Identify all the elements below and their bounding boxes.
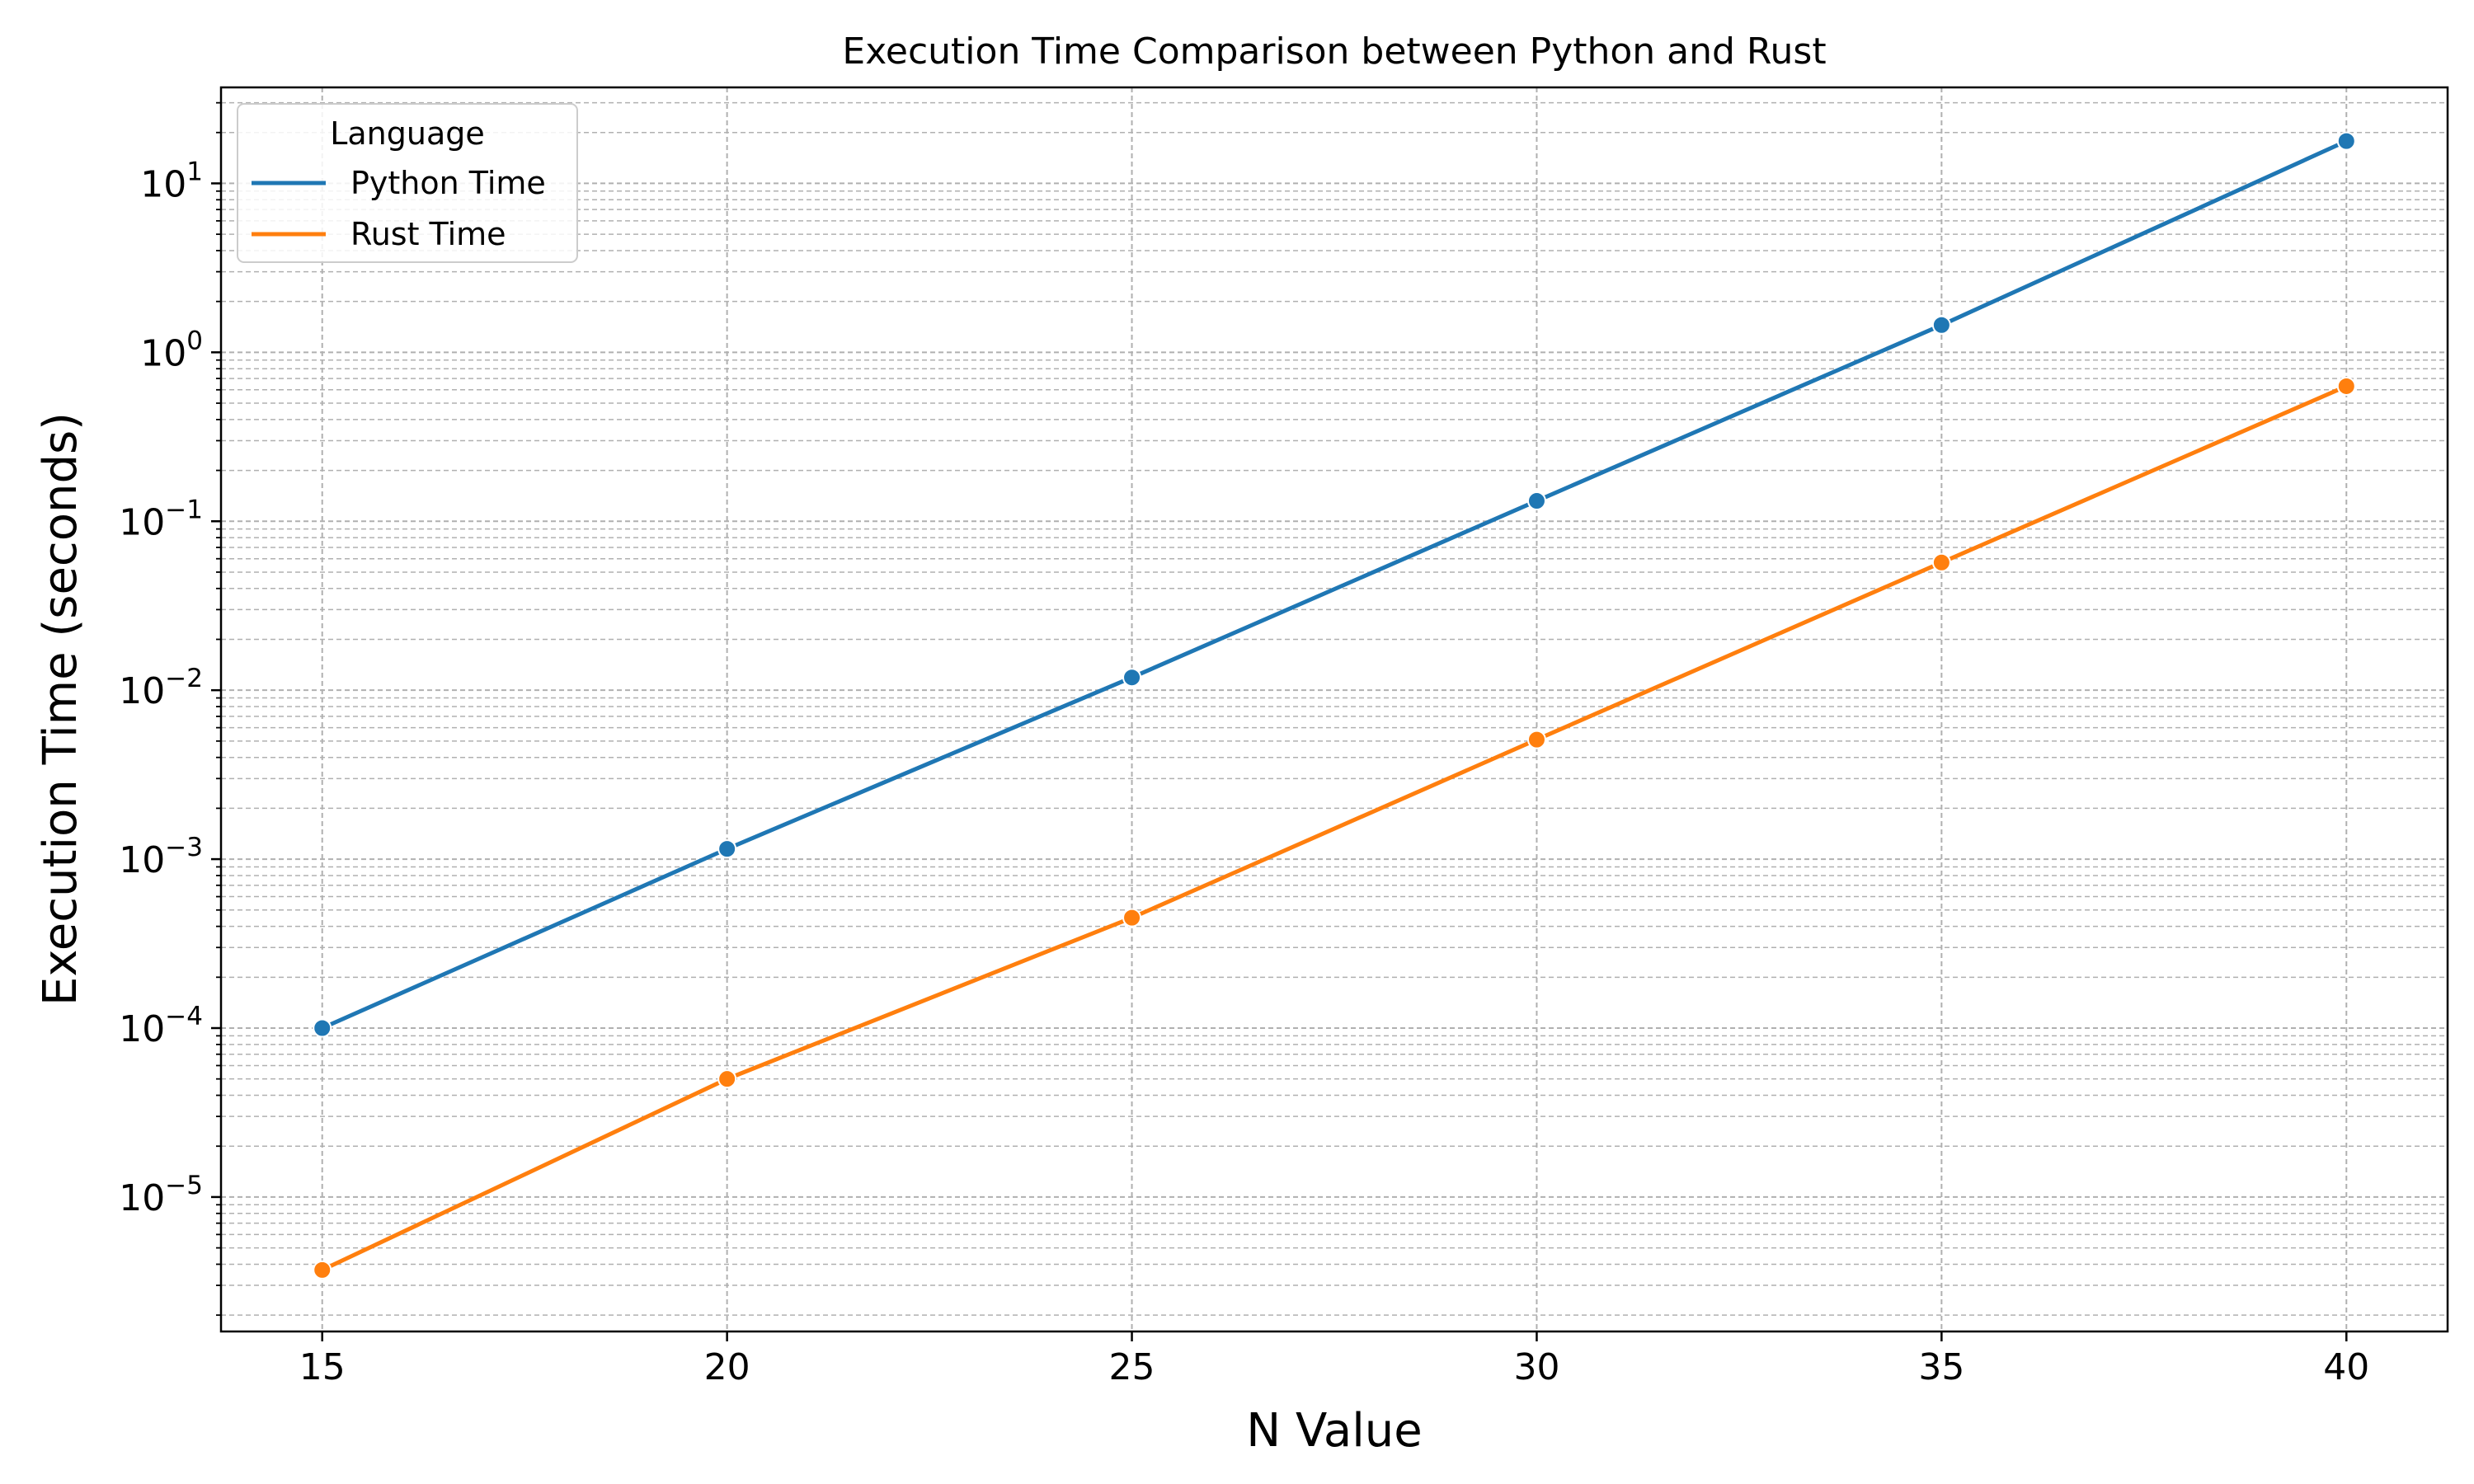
data-point-python — [1122, 668, 1142, 688]
x-axis-label: N Value — [1246, 1404, 1422, 1458]
chart-title: Execution Time Comparison between Python… — [842, 31, 1826, 73]
data-point-rust — [1526, 730, 1546, 749]
y-tick-label: 10−4 — [119, 1002, 203, 1050]
y-tick-label: 101 — [140, 157, 203, 205]
y-tick-label: 100 — [140, 326, 203, 374]
y-axis-label: Execution Time (seconds) — [34, 412, 87, 1006]
data-point-python — [1526, 491, 1546, 511]
x-tick-label: 40 — [2323, 1346, 2369, 1388]
legend-label-rust: Rust Time — [350, 216, 506, 252]
series-line-python — [321, 139, 2348, 1031]
grid-lines — [221, 87, 2448, 1331]
data-point-python — [1931, 315, 1951, 335]
axis-layer: 15 20 25 30 35 40 10−5 10−4 10−3 10−2 10−1 100 101 — [119, 101, 2369, 1388]
y-tick-label: 10−1 — [119, 495, 203, 543]
data-point-rust — [313, 1260, 332, 1280]
data-point-python — [2336, 131, 2356, 151]
series-line-rust — [321, 384, 2348, 1272]
plot-frame — [219, 86, 2449, 1333]
x-tick-label: 30 — [1513, 1346, 1559, 1388]
legend-box — [237, 103, 578, 263]
x-tick-label: 25 — [1109, 1346, 1155, 1388]
x-tick-label: 20 — [704, 1346, 750, 1388]
legend-title: Language — [330, 115, 485, 152]
data-point-rust — [1122, 908, 1142, 928]
series-layer — [313, 131, 2356, 1280]
x-tick-label: 35 — [1918, 1346, 1964, 1388]
legend-label-python: Python Time — [350, 165, 546, 201]
y-tick-label: 10−3 — [119, 833, 203, 881]
data-point-rust — [1931, 552, 1951, 572]
legend: Language Python Time Rust Time — [237, 103, 578, 263]
y-tick-label: 10−2 — [119, 664, 203, 712]
data-point-python — [313, 1018, 332, 1038]
data-point-python — [717, 839, 737, 859]
y-tick-label: 10−5 — [119, 1171, 203, 1219]
data-point-rust — [2336, 376, 2356, 396]
x-tick-label: 15 — [299, 1346, 346, 1388]
data-point-rust — [717, 1069, 737, 1089]
